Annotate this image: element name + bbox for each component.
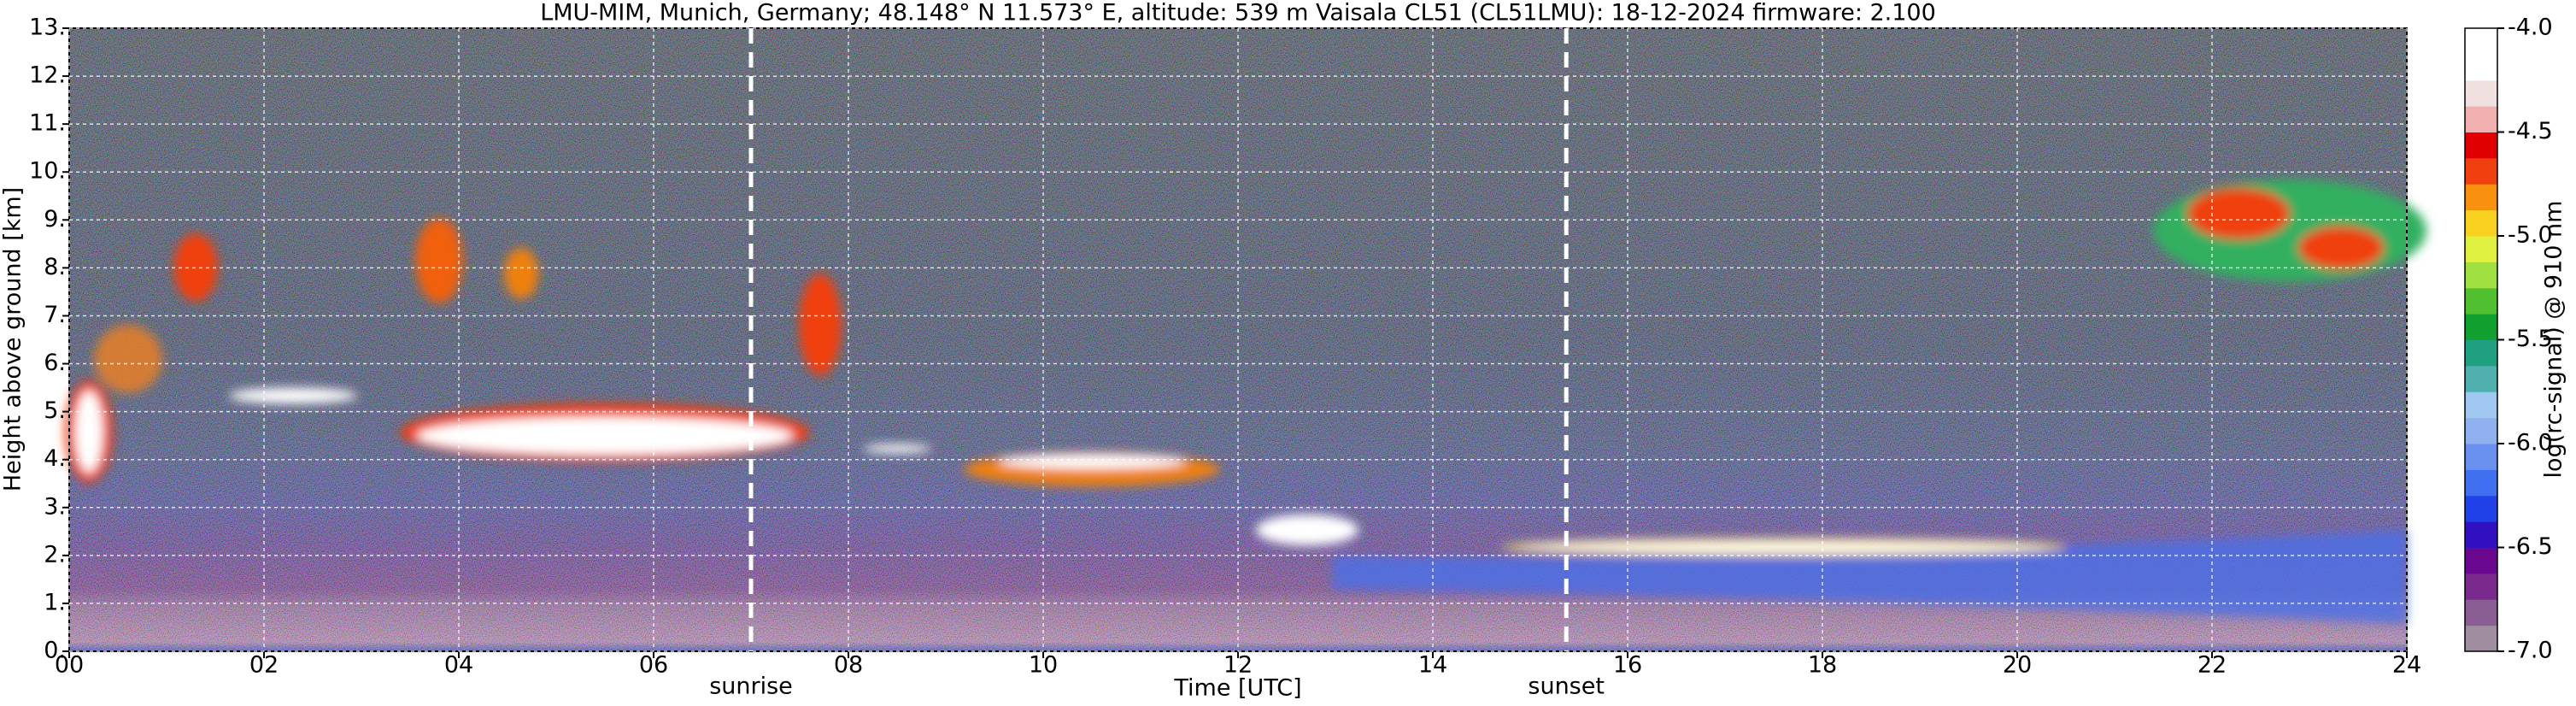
y-tick-label: 6. <box>44 350 66 376</box>
cloud <box>417 417 793 455</box>
x-tick-label: 00 <box>55 652 84 679</box>
colorbar-segment <box>2465 28 2497 55</box>
cloud <box>799 274 842 376</box>
colorbar-segment <box>2465 391 2497 419</box>
colorbar-segment <box>2465 573 2497 600</box>
cloud <box>415 218 463 303</box>
colorbar-segment <box>2465 79 2497 107</box>
cloud <box>229 388 357 403</box>
cloud <box>998 455 1186 468</box>
colorbar-tick-label: -4.0 <box>2508 15 2553 41</box>
y-tick-label: 8. <box>44 254 66 280</box>
colorbar-label: log(rc-signal) @ 910 nm <box>2541 201 2567 479</box>
colorbar-segment <box>2465 417 2497 444</box>
colorbar-segment <box>2465 599 2497 627</box>
x-tick-label: 04 <box>444 652 473 679</box>
colorbar-segment <box>2465 444 2497 470</box>
colorbar-segment <box>2465 157 2497 185</box>
y-tick-label: 9. <box>44 206 66 232</box>
colorbar-segment <box>2465 625 2497 652</box>
cloud <box>94 325 162 393</box>
colorbar-segment <box>2465 521 2497 548</box>
y-tick-label: 12. <box>29 62 66 89</box>
colorbar-segment <box>2465 209 2497 237</box>
colorbar-segment <box>2465 106 2497 132</box>
colorbar-segment <box>2465 495 2497 522</box>
x-tick-label: 06 <box>639 652 668 679</box>
colorbar-tick-label: -4.5 <box>2508 118 2553 144</box>
colorbar-tick-label: -7.0 <box>2508 638 2553 664</box>
colorbar-segment <box>2465 365 2497 392</box>
annotation-label: sunrise <box>709 674 793 700</box>
colorbar-tick-label: -6.0 <box>2508 430 2553 456</box>
y-axis-label: Height above ground [km] <box>0 187 26 491</box>
y-tick-label: 3. <box>44 493 66 520</box>
cloud <box>504 248 538 299</box>
cloud <box>863 444 931 453</box>
y-tick-label: 13. <box>29 15 66 41</box>
y-tick-label: 5. <box>44 397 66 424</box>
y-tick-label: 7. <box>44 302 66 328</box>
x-tick-label: 16 <box>1613 652 1642 679</box>
y-tick-label: 4. <box>44 445 66 472</box>
x-tick-label: 24 <box>2392 652 2421 679</box>
x-tick-label: 18 <box>1808 652 1837 679</box>
colorbar-segment <box>2465 262 2497 289</box>
x-tick-label: 12 <box>1223 652 1253 679</box>
cloud <box>1518 543 2048 551</box>
colorbar-segment <box>2465 314 2497 340</box>
chart-title: LMU-MIM, Munich, Germany; 48.148° N 11.5… <box>540 0 1936 26</box>
colorbar-segment <box>2465 547 2497 574</box>
cloud <box>75 391 103 473</box>
boundary-layer <box>1333 530 2407 624</box>
y-tick-label: 0. <box>44 638 66 664</box>
cloud <box>2187 188 2290 239</box>
colorbar-tick-label: -6.5 <box>2508 533 2553 560</box>
colorbar-segment <box>2465 339 2497 367</box>
y-tick-label: 1. <box>44 589 66 615</box>
y-tick-label: 10. <box>29 158 66 185</box>
x-tick-label: 20 <box>2003 652 2032 679</box>
colorbar-tick-label: -5.5 <box>2508 326 2553 352</box>
colorbar-segment <box>2465 184 2497 211</box>
cloud-features <box>65 179 2426 624</box>
colorbar-segment <box>2465 54 2497 81</box>
cloud <box>1256 515 1358 545</box>
annotation-label: sunset <box>1528 674 1605 700</box>
cloud <box>2298 227 2384 269</box>
colorbar-segment <box>2465 287 2497 315</box>
colorbar-segment <box>2465 132 2497 159</box>
colorbar-segment <box>2465 469 2497 497</box>
x-tick-label: 14 <box>1418 652 1447 679</box>
x-tick-label: 02 <box>249 652 279 679</box>
x-axis-label: Time [UTC] <box>1173 675 1301 702</box>
x-tick-label: 22 <box>2198 652 2227 679</box>
backscatter-image <box>65 28 2426 651</box>
colorbar-tick-label: -5.0 <box>2508 222 2553 249</box>
colorbar-segment <box>2465 236 2497 262</box>
y-tick-label: 11. <box>29 110 66 137</box>
cloud <box>2153 179 2426 282</box>
x-tick-label: 10 <box>1029 652 1058 679</box>
y-tick-label: 2. <box>44 541 66 568</box>
x-tick-label: 08 <box>834 652 863 679</box>
